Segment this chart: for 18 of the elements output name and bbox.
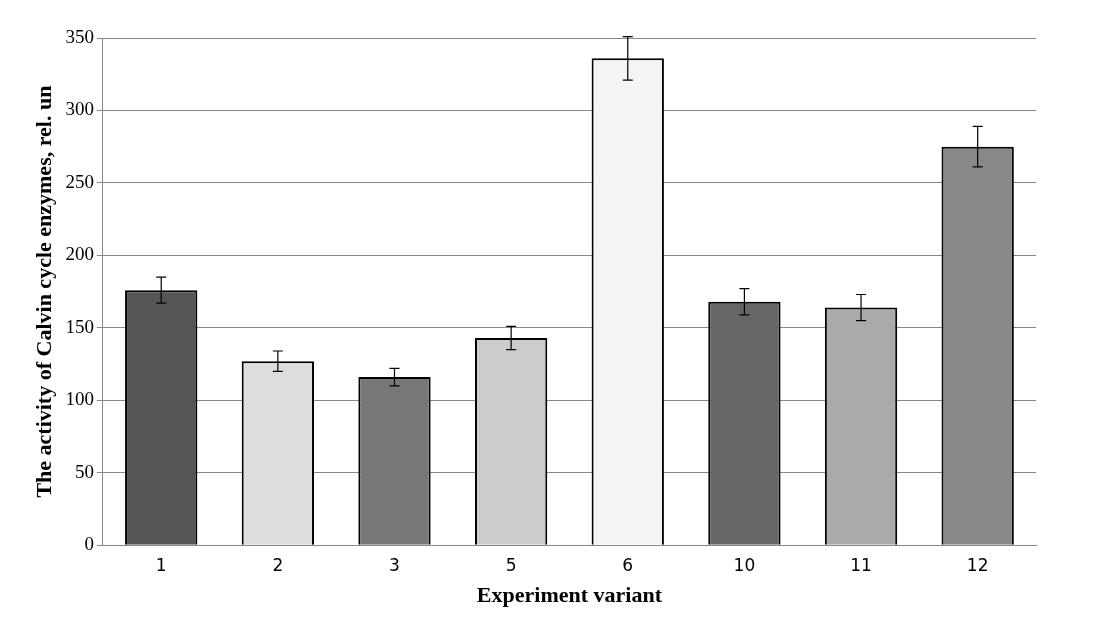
x-tick-label: 11 bbox=[850, 554, 872, 575]
y-tick-label: 350 bbox=[65, 25, 94, 47]
x-tick-label: 10 bbox=[733, 554, 756, 575]
y-tick-label: 0 bbox=[84, 533, 94, 555]
y-tick-label: 150 bbox=[65, 315, 94, 337]
x-tick-label: 3 bbox=[389, 554, 400, 575]
y-tick-label: 300 bbox=[65, 98, 94, 120]
y-tick-label: 200 bbox=[65, 243, 94, 265]
y-tick-label: 100 bbox=[65, 388, 94, 410]
x-tick-label: 1 bbox=[155, 554, 167, 575]
x-axis-title: Experiment variant bbox=[476, 582, 663, 608]
y-axis-title: The activity of Calvin cycle enzymes, rel. un bbox=[30, 85, 56, 498]
x-tick-label: 12 bbox=[966, 554, 989, 575]
y-tick-label: 250 bbox=[65, 170, 94, 192]
x-tick-label: 2 bbox=[272, 554, 284, 575]
x-tick-label: 5 bbox=[505, 554, 517, 575]
x-tick-label: 6 bbox=[622, 554, 634, 575]
y-tick-label: 50 bbox=[74, 460, 94, 482]
